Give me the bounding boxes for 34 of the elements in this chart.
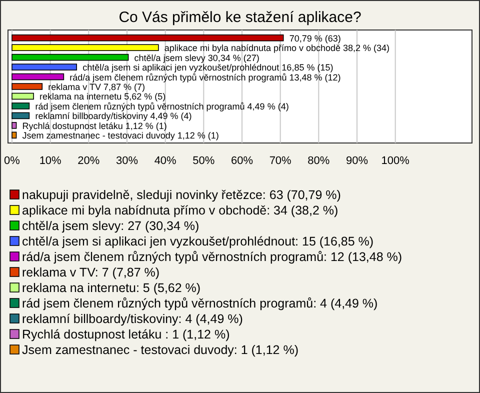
data-label: Jsem zamestnanec - testovaci duvody 1,12 % (1) <box>22 130 219 141</box>
legend-label: rád jsem členem různých typů věrnostních programů: 4 (4,49 %) <box>22 296 378 310</box>
legend-label: Rychlá dostupnost letáku : 1 (1,12 %) <box>22 328 230 342</box>
legend-label: rád/a jsem členem různých typů věrnostních programů: 12 (13,48 %) <box>22 250 402 264</box>
x-tick-label: 70% <box>269 154 292 167</box>
legend-label: nakupuji pravidelně, sleduji novinky řetězce: 63 (70,79 %) <box>22 188 341 202</box>
legend-label: reklamní billboardy/tiskoviny: 4 (4,49 %) <box>22 312 243 326</box>
chart-title: Co Vás přimělo ke stažení aplikace? <box>118 9 362 26</box>
data-label: reklama na internetu 5,62 % (5) <box>40 92 166 102</box>
x-tick-label: 20% <box>78 154 100 167</box>
data-label: chtěl/a jsem si aplikaci jen vyzkoušet/prohlédnout 16,85 % (15) <box>82 62 334 73</box>
x-tick-label: 100% <box>381 154 410 167</box>
data-label: reklama v TV 7,87 % (7) <box>48 82 146 92</box>
data-label: chtěl/a jsem slevy 30,34 % (27) <box>134 52 260 63</box>
data-label: 70,79 % (63) <box>289 33 341 44</box>
x-tick-label: 30% <box>116 154 138 167</box>
legend-label: reklama na internetu: 5 (5,62 %) <box>22 281 201 295</box>
data-label: Rychlá dostupnost letáku 1,12 % (1) <box>22 120 167 131</box>
data-label: rád/a jsem členem různých typů věrnostních programů 13,48 % (12) <box>70 72 341 82</box>
legend-label: aplikace mi byla nabídnuta přímo v obchodě: 34 (38,2 %) <box>22 204 338 218</box>
legend-label: chtěl/a jsem si aplikaci jen vyzkoušet/prohlédnout: 15 (16,85 %) <box>22 234 374 248</box>
x-tick-label: 80% <box>308 154 330 167</box>
x-tick-label: 90% <box>346 154 368 167</box>
data-label: reklamní billboardy/tiskoviny 4,49 % (4) <box>35 111 192 122</box>
data-label: aplikace mi byla nabídnuta přímo v obchodě 38,2 % (34) <box>164 43 390 54</box>
legend-label: reklama v TV: 7 (7,87 %) <box>22 266 160 280</box>
legend-label: Jsem zamestnanec - testovaci duvody: 1 (1,12 %) <box>22 343 299 357</box>
x-tick-label: 10% <box>39 154 62 167</box>
x-tick-label: 60% <box>230 154 254 167</box>
legend-label: chtěl/a jsem slevy: 27 (30,34 %) <box>22 219 200 233</box>
x-tick-label: 50% <box>192 154 215 167</box>
x-tick-label: 0% <box>4 154 20 167</box>
x-tick-label: 40% <box>154 154 177 167</box>
data-label: rád jsem členem různých typů věrnostních programů 4,49 % (4) <box>35 101 289 112</box>
